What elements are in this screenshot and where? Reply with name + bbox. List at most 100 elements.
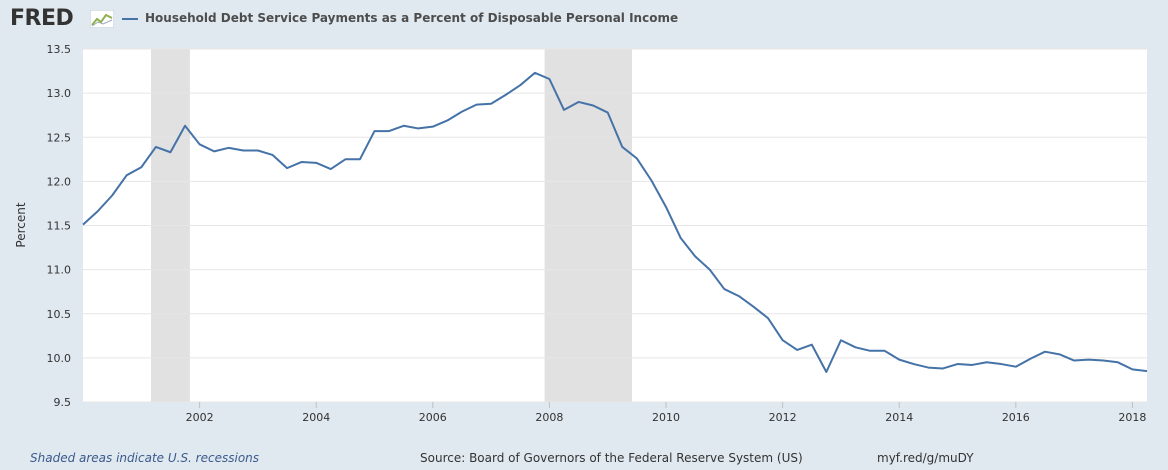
x-tick-label: 2014 bbox=[885, 411, 913, 424]
data-point[interactable] bbox=[765, 315, 771, 321]
data-point[interactable] bbox=[998, 361, 1004, 367]
data-point[interactable] bbox=[313, 160, 319, 166]
data-point[interactable] bbox=[721, 286, 727, 292]
data-point[interactable] bbox=[1144, 368, 1150, 374]
data-point[interactable] bbox=[517, 82, 523, 88]
source-text: Source: Board of Governors of the Federa… bbox=[420, 451, 803, 465]
data-point[interactable] bbox=[1115, 359, 1121, 365]
x-tick-label: 2016 bbox=[1002, 411, 1030, 424]
data-point[interactable] bbox=[153, 144, 159, 150]
data-point[interactable] bbox=[80, 222, 86, 228]
data-point[interactable] bbox=[969, 362, 975, 368]
data-point[interactable] bbox=[678, 235, 684, 241]
data-point[interactable] bbox=[1100, 358, 1106, 364]
x-tick-label: 2008 bbox=[535, 411, 563, 424]
data-point[interactable] bbox=[401, 123, 407, 129]
data-point[interactable] bbox=[619, 144, 625, 150]
data-point[interactable] bbox=[488, 101, 494, 107]
data-point[interactable] bbox=[1086, 357, 1092, 363]
data-point[interactable] bbox=[167, 149, 173, 155]
chart-title: Household Debt Service Payments as a Per… bbox=[145, 11, 679, 25]
data-point[interactable] bbox=[984, 359, 990, 365]
x-tick-label: 2018 bbox=[1118, 411, 1146, 424]
data-point[interactable] bbox=[896, 357, 902, 363]
data-point[interactable] bbox=[882, 348, 888, 354]
data-point[interactable] bbox=[852, 344, 858, 350]
data-point[interactable] bbox=[692, 253, 698, 259]
data-point[interactable] bbox=[415, 125, 421, 131]
data-point[interactable] bbox=[284, 165, 290, 171]
data-point[interactable] bbox=[546, 76, 552, 82]
data-point[interactable] bbox=[867, 348, 873, 354]
data-point[interactable] bbox=[532, 70, 538, 76]
data-point[interactable] bbox=[372, 128, 378, 134]
data-point[interactable] bbox=[459, 109, 465, 115]
y-tick-label: 13.5 bbox=[47, 43, 72, 56]
data-point[interactable] bbox=[211, 148, 217, 154]
data-point[interactable] bbox=[342, 156, 348, 162]
data-point[interactable] bbox=[197, 141, 203, 147]
data-point[interactable] bbox=[1129, 366, 1135, 372]
y-tick-label: 11.5 bbox=[47, 220, 72, 233]
x-tick-label: 2002 bbox=[186, 411, 214, 424]
x-axis-ticks: 2002 2004 2006 2008 2010 2012 2014 2016 2018 bbox=[186, 402, 1146, 424]
data-point[interactable] bbox=[823, 369, 829, 375]
data-point[interactable] bbox=[95, 208, 101, 214]
recession-note-link[interactable]: Shaded areas indicate U.S. recessions bbox=[30, 451, 260, 465]
data-point[interactable] bbox=[328, 166, 334, 172]
data-point[interactable] bbox=[182, 123, 188, 129]
y-tick-label: 12.5 bbox=[47, 131, 72, 144]
x-tick-label: 2010 bbox=[652, 411, 680, 424]
data-point[interactable] bbox=[634, 155, 640, 161]
data-point[interactable] bbox=[255, 147, 261, 153]
y-axis-ticks: 9.5 10.0 10.5 11.0 11.5 12.0 12.5 13.0 13.5 bbox=[47, 43, 72, 409]
data-point[interactable] bbox=[736, 293, 742, 299]
y-tick-label: 10.5 bbox=[47, 308, 72, 321]
grid-lines bbox=[83, 48, 1147, 403]
fred-logo[interactable]: FRED bbox=[10, 6, 74, 31]
data-point[interactable] bbox=[780, 337, 786, 343]
data-point[interactable] bbox=[590, 102, 596, 108]
data-point[interactable] bbox=[576, 99, 582, 105]
x-tick-label: 2006 bbox=[419, 411, 447, 424]
y-tick-label: 12.0 bbox=[47, 175, 72, 188]
data-point[interactable] bbox=[474, 102, 480, 108]
data-point[interactable] bbox=[605, 110, 611, 116]
series-line[interactable] bbox=[82, 71, 1148, 373]
data-point[interactable] bbox=[386, 128, 392, 134]
data-point[interactable] bbox=[1013, 364, 1019, 370]
x-tick-label: 2004 bbox=[302, 411, 330, 424]
data-point[interactable] bbox=[925, 365, 931, 371]
data-point[interactable] bbox=[299, 159, 305, 165]
data-point[interactable] bbox=[124, 172, 130, 178]
short-url-link[interactable]: myf.red/g/muDY bbox=[877, 451, 974, 465]
data-point[interactable] bbox=[240, 147, 246, 153]
data-point[interactable] bbox=[269, 152, 275, 158]
y-tick-label: 11.0 bbox=[47, 264, 72, 277]
data-point[interactable] bbox=[911, 361, 917, 367]
data-point[interactable] bbox=[561, 107, 567, 113]
data-point[interactable] bbox=[1042, 349, 1048, 355]
data-point[interactable] bbox=[955, 361, 961, 367]
data-point[interactable] bbox=[809, 342, 815, 348]
data-point[interactable] bbox=[940, 365, 946, 371]
data-point[interactable] bbox=[648, 177, 654, 183]
data-point[interactable] bbox=[1057, 351, 1063, 357]
data-point[interactable] bbox=[138, 164, 144, 170]
data-point[interactable] bbox=[1071, 358, 1077, 364]
data-point[interactable] bbox=[226, 145, 232, 151]
data-point[interactable] bbox=[794, 347, 800, 353]
data-point[interactable] bbox=[430, 124, 436, 130]
data-point[interactable] bbox=[1027, 356, 1033, 362]
data-point[interactable] bbox=[503, 92, 509, 98]
data-point[interactable] bbox=[357, 156, 363, 162]
data-point[interactable] bbox=[838, 337, 844, 343]
data-point[interactable] bbox=[663, 204, 669, 210]
series-layer[interactable] bbox=[80, 70, 1150, 375]
data-point[interactable] bbox=[109, 192, 115, 198]
data-point[interactable] bbox=[750, 304, 756, 310]
data-point[interactable] bbox=[707, 267, 713, 273]
data-point[interactable] bbox=[444, 117, 450, 123]
y-tick-label: 13.0 bbox=[47, 87, 72, 100]
